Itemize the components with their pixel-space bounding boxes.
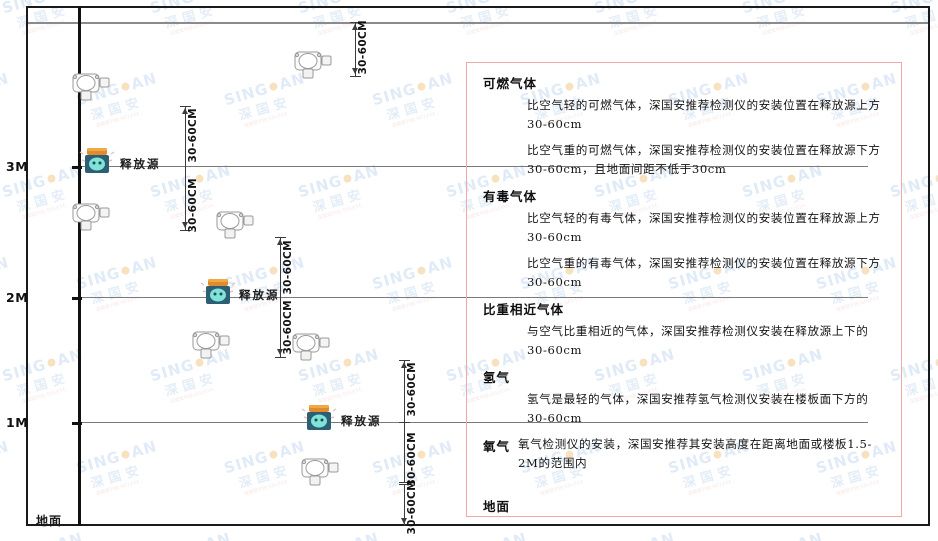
gas-release-source-icon xyxy=(301,405,337,430)
installation-guidelines-panel: 可燃气体比空气轻的可燃气体，深国安推荐检测仪的安装位置在释放源上方30-60cm… xyxy=(466,62,902,517)
gas-detector-icon xyxy=(192,331,230,359)
axis-label-3m: 3M xyxy=(6,159,29,174)
gas-detector-icon xyxy=(301,458,339,486)
release-source-label: 释放源 xyxy=(341,414,382,428)
diagram-frame xyxy=(26,6,930,526)
guideline-heading: 可燃气体 xyxy=(483,76,538,91)
release-source-label: 释放源 xyxy=(239,288,280,302)
guideline-text: 与空气比重相近的气体，深国安推荐检测仪安装在释放源上下的30-60cm xyxy=(527,324,869,357)
gas-detector-icon xyxy=(72,73,110,101)
dimension-label: 30-60CM xyxy=(406,480,418,535)
axis-tick-1m xyxy=(72,422,82,425)
guideline-heading: 氧气 xyxy=(483,439,511,454)
guideline-heading: 比重相近气体 xyxy=(483,302,565,317)
axis-gridline-2m xyxy=(78,297,868,298)
guideline-text: 比空气重的可燃气体，深国安推荐检测仪的安装位置在释放源下方30-60cm，且地面… xyxy=(527,143,881,176)
gas-release-source-icon xyxy=(79,148,115,173)
gas-release-source-icon xyxy=(200,279,236,304)
guideline-text: 比空气轻的有毒气体，深国安推荐检测仪的安装位置在释放源上方30-60cm xyxy=(527,211,881,244)
dimension-label: 30-60CM xyxy=(187,178,199,233)
dimension-label: 30-60CM xyxy=(406,362,418,417)
guideline-text: 氧气检测仪的安装，深国安推荐其安装高度在距离地面或楼板1.5-2M的范围内 xyxy=(518,437,873,470)
release-source-label: 释放源 xyxy=(120,157,161,171)
axis-gridline-1m xyxy=(78,422,868,423)
axis-tick-3m xyxy=(72,166,82,169)
guideline-section: 氧气 氧气检测仪的安装，深国安推荐其安装高度在距离地面或楼板1.5-2M的范围内 xyxy=(483,435,887,473)
gas-detector-icon xyxy=(216,211,254,239)
guideline-text: 比空气轻的可燃气体，深国安推荐检测仪的安装位置在释放源上方30-60cm xyxy=(527,98,881,131)
guideline-heading: 有毒气体 xyxy=(483,189,538,204)
axis-label-1m: 1M xyxy=(6,415,29,430)
guideline-text: 氢气是最轻的气体，深国安推荐氢气检测仪安装在楼板面下方的30-60cm xyxy=(527,392,869,425)
gas-detector-icon xyxy=(72,203,110,231)
axis-label-2m: 2M xyxy=(6,290,29,305)
dimension-label: 30-60CM xyxy=(406,432,418,487)
guideline-text: 比空气重的有毒气体，深国安推荐检测仪的安装位置在释放源下方30-60cm xyxy=(527,256,881,289)
dimension-label: 30-60CM xyxy=(187,108,199,163)
guideline-heading: 地面 xyxy=(483,499,511,514)
axis-gridline-3m xyxy=(78,166,868,167)
axis-tick-2m xyxy=(72,297,82,300)
gas-detector-icon xyxy=(292,333,330,361)
section-spacer xyxy=(483,480,887,490)
gas-detector-icon xyxy=(294,51,332,79)
dimension-label: 30-60CM xyxy=(282,240,294,295)
ground-label: 地面 xyxy=(36,514,63,528)
guideline-heading: 氢气 xyxy=(483,370,511,385)
height-axis xyxy=(78,6,81,526)
dimension-label: 30-60CM xyxy=(357,20,369,75)
ceiling-line xyxy=(28,22,928,24)
